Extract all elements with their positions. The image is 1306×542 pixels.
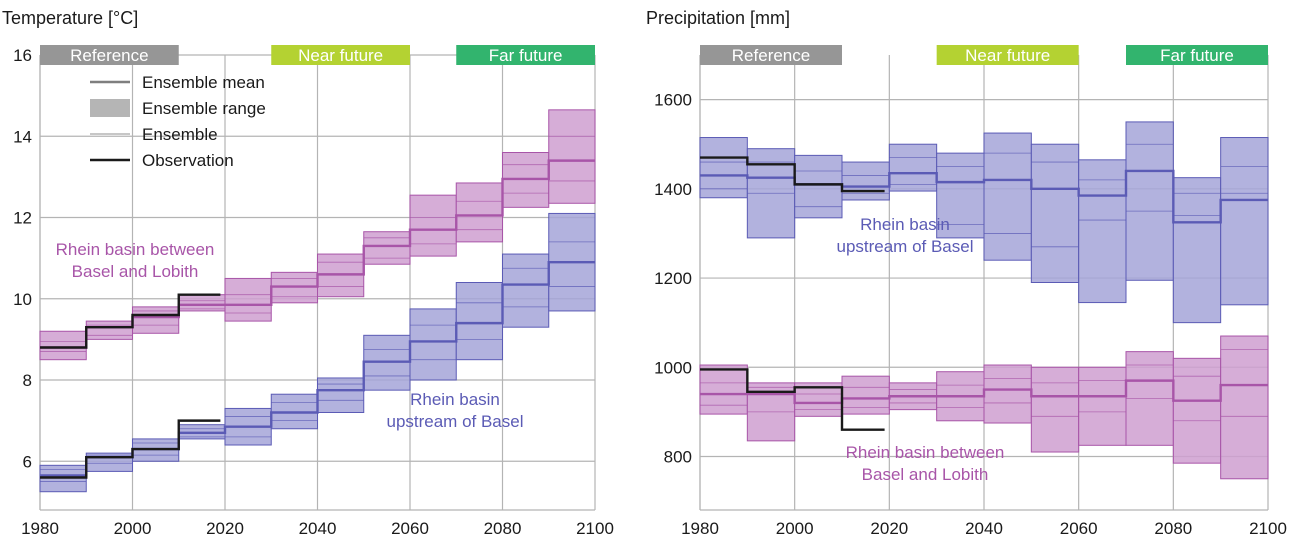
series-upstream: Rhein basin upstream of Basel	[39, 212, 596, 493]
period-label: Near future	[298, 46, 383, 65]
y-tick-label: 1000	[654, 358, 692, 377]
x-tick-label: 2040	[965, 519, 1003, 538]
series-label: Rhein basin between Basel and Lobith	[56, 240, 215, 281]
ensemble-range-box	[317, 377, 365, 413]
y-tick-label: 1200	[654, 269, 692, 288]
period-bar	[700, 45, 842, 65]
y-tick-label: 6	[23, 452, 32, 471]
ensemble-range-box	[1030, 366, 1080, 453]
period-label: Reference	[732, 46, 810, 65]
ensemble-range-box	[85, 320, 133, 340]
legend-item-mean: Ensemble mean	[90, 73, 265, 92]
observation-line	[40, 419, 221, 479]
period-bar	[456, 45, 595, 65]
observation-line	[40, 293, 221, 349]
x-tick-label: 2000	[114, 519, 152, 538]
ensemble-range-box	[1078, 366, 1127, 446]
ensemble-range-box	[455, 182, 503, 243]
y-tick-label: 800	[664, 447, 692, 466]
x-tick-label: 1980	[21, 519, 59, 538]
ensemble-range-box	[1172, 357, 1222, 464]
series-between: Rhein basin between Basel and Lobith	[39, 109, 596, 361]
ensemble-range-box	[794, 154, 843, 219]
x-tick-label: 2040	[299, 519, 337, 538]
ensemble-range-box	[888, 143, 938, 192]
period-bar	[1126, 45, 1268, 65]
ensemble-range-box	[409, 194, 457, 257]
ensemble-range-box	[224, 277, 272, 322]
ensemble-range-box	[85, 452, 133, 472]
ensemble-range-box	[699, 364, 748, 415]
period-bar	[271, 45, 410, 65]
ensemble-range-box	[1220, 137, 1269, 306]
y-tick-label: 1600	[654, 91, 692, 110]
ensemble-range-box	[502, 253, 550, 328]
ensemble-range-box	[1078, 159, 1127, 304]
period-label: Far future	[489, 46, 563, 65]
ensemble-range-box	[1220, 335, 1269, 480]
x-tick-label: 2080	[1154, 519, 1192, 538]
legend-item-range: Ensemble range	[90, 99, 266, 118]
x-tick-label: 2000	[776, 519, 814, 538]
legend-label: Observation	[142, 151, 234, 170]
series-label: Rhein basin upstream of Basel	[386, 390, 523, 431]
observation-line	[700, 156, 885, 193]
y-tick-label: 10	[13, 290, 32, 309]
ensemble-range-box	[983, 364, 1032, 424]
ensemble-range-box	[1125, 121, 1174, 281]
legend-label: Ensemble	[142, 125, 218, 144]
period-bar	[936, 45, 1079, 65]
precipitation-panel: Precipitation [mm] Rhein basin upstream of…	[646, 8, 1287, 538]
ensemble-mean-line	[700, 379, 1268, 405]
chart-title: Precipitation [mm]	[646, 8, 790, 28]
ensemble-range-box	[409, 308, 457, 381]
period-label: Far future	[1160, 46, 1234, 65]
ensemble-range-box	[363, 231, 411, 265]
legend-item-member: Ensemble	[90, 125, 218, 144]
ensemble-range-box	[39, 330, 87, 361]
x-tick-label: 2020	[206, 519, 244, 538]
x-tick-label: 2060	[391, 519, 429, 538]
ensemble-range-box	[178, 294, 226, 312]
series-between: Rhein basin between Basel and Lobith	[699, 335, 1269, 484]
y-tick-label: 14	[13, 127, 32, 146]
ensemble-range-box	[1030, 143, 1080, 283]
period-label: Near future	[965, 46, 1050, 65]
y-tick-label: 1400	[654, 180, 692, 199]
x-tick-label: 2100	[576, 519, 614, 538]
x-tick-label: 2080	[484, 519, 522, 538]
ensemble-range-box	[455, 282, 503, 361]
period-bar	[40, 45, 179, 65]
x-tick-label: 2060	[1060, 519, 1098, 538]
legend-swatch	[90, 99, 130, 117]
x-tick-label: 1980	[681, 519, 719, 538]
y-tick-label: 16	[13, 46, 32, 65]
x-tick-label: 2020	[870, 519, 908, 538]
ensemble-range-box	[936, 152, 985, 239]
observation-line	[700, 368, 885, 431]
ensemble-range-box	[699, 137, 748, 199]
series-label: Rhein basin upstream of Basel	[836, 215, 973, 256]
period-label: Reference	[70, 46, 148, 65]
chart-title: Temperature [°C]	[2, 8, 138, 28]
temperature-panel: Temperature [°C] Rhein basin between Basel…	[2, 8, 614, 538]
ensemble-range-box	[841, 375, 890, 415]
ensemble-range-box	[548, 109, 596, 204]
ensemble-range-box	[983, 132, 1032, 261]
series-label: Rhein basin between Basel and Lobith	[846, 443, 1005, 484]
legend-label: Ensemble range	[142, 99, 266, 118]
x-tick-label: 2100	[1249, 519, 1287, 538]
legend: Ensemble mean Ensemble range Ensemble Obser…	[90, 73, 266, 170]
ensemble-range-box	[841, 161, 890, 201]
ensemble-range-box	[1172, 177, 1222, 324]
legend-item-obs: Observation	[90, 151, 234, 170]
y-tick-label: 12	[13, 209, 32, 228]
legend-label: Ensemble mean	[142, 73, 265, 92]
y-tick-label: 8	[23, 371, 32, 390]
